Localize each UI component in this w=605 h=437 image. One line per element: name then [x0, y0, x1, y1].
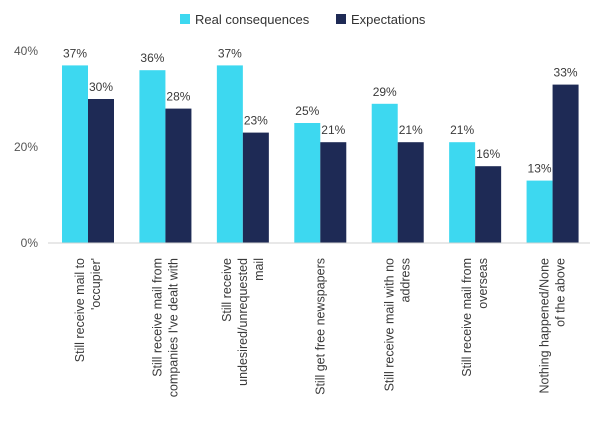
y-tick-label-2: 40%: [14, 44, 38, 58]
x-tick-label-0-0: Still receive mail to: [73, 258, 87, 362]
legend-label-1: Expectations: [351, 12, 426, 27]
x-tick-label-5-0: Still receive mail from: [460, 258, 474, 377]
data-label-0-6: 13%: [528, 162, 552, 176]
legend-swatch-1: [336, 14, 346, 24]
bar-1-0: [88, 99, 114, 243]
data-label-1-2: 23%: [244, 114, 268, 128]
x-tick-label-4-0: Still receive mail with no: [383, 258, 397, 391]
y-tick-label-0: 0%: [21, 236, 39, 250]
data-label-0-3: 25%: [295, 104, 319, 118]
x-tick-label-0-1: 'occupier': [89, 258, 103, 310]
bar-0-1: [139, 70, 166, 243]
x-tick-label-4-1: address: [399, 258, 413, 302]
x-tick-label-6-0: Nothing happened/None: [538, 258, 552, 394]
x-tick-label-6-1: of the above: [554, 258, 568, 327]
x-tick-label-5-1: overseas: [476, 258, 490, 309]
bar-0-4: [371, 103, 398, 243]
data-label-0-2: 37%: [218, 46, 242, 60]
x-tick-label-2-1: undesired/unrequested: [236, 258, 250, 386]
bar-0-3: [294, 123, 321, 243]
bar-1-3: [320, 142, 347, 243]
x-tick-label-1-0: Still receive mail from: [150, 258, 164, 377]
bar-1-6: [552, 84, 579, 243]
data-label-1-4: 21%: [399, 123, 423, 137]
y-tick-label-1: 20%: [14, 140, 38, 154]
x-tick-label-1-1: companies I've dealt with: [166, 258, 180, 397]
bar-0-5: [449, 142, 476, 243]
legend-label-0: Real consequences: [195, 12, 310, 27]
data-label-0-4: 29%: [373, 85, 397, 99]
data-label-1-0: 30%: [89, 80, 113, 94]
x-tick-label-2-0: Still receive: [220, 258, 234, 322]
data-label-0-5: 21%: [450, 123, 474, 137]
data-label-1-1: 28%: [166, 90, 190, 104]
bar-1-4: [397, 142, 424, 243]
data-label-0-1: 36%: [140, 51, 164, 65]
data-label-1-6: 33%: [554, 66, 578, 80]
data-label-1-5: 16%: [476, 147, 500, 161]
bar-1-2: [242, 132, 269, 243]
bar-0-6: [526, 180, 553, 243]
data-label-0-0: 37%: [63, 46, 87, 60]
bar-0-0: [62, 65, 88, 244]
bar-1-5: [475, 166, 502, 243]
legend-swatch-0: [180, 14, 190, 24]
data-label-1-3: 21%: [321, 123, 345, 137]
bar-1-1: [165, 108, 192, 243]
bar-0-2: [216, 65, 243, 244]
x-tick-label-3-0: Still get free newspapers: [313, 258, 327, 395]
x-tick-label-2-2: mail: [252, 258, 266, 281]
